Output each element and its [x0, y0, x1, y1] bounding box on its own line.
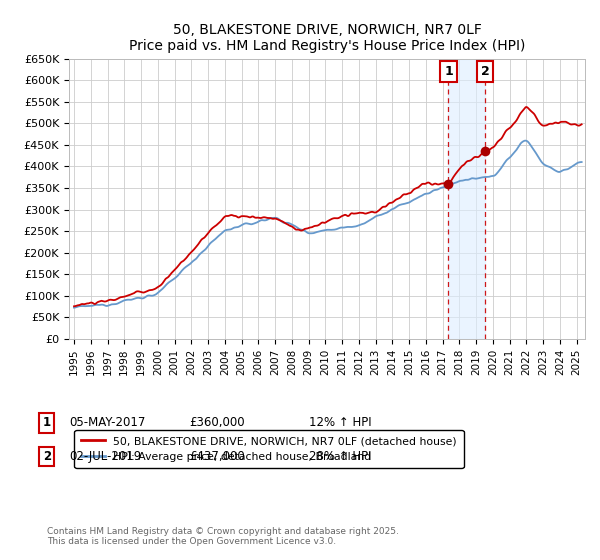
Text: 05-MAY-2017: 05-MAY-2017: [69, 416, 145, 430]
Text: 12% ↑ HPI: 12% ↑ HPI: [309, 416, 371, 430]
Text: 2: 2: [481, 65, 490, 78]
Legend: 50, BLAKESTONE DRIVE, NORWICH, NR7 0LF (detached house), HPI: Average price, det: 50, BLAKESTONE DRIVE, NORWICH, NR7 0LF (…: [74, 430, 464, 468]
Text: 2: 2: [43, 450, 51, 463]
Text: 1: 1: [444, 65, 453, 78]
Text: Contains HM Land Registry data © Crown copyright and database right 2025.
This d: Contains HM Land Registry data © Crown c…: [47, 526, 398, 546]
Bar: [448, 59, 485, 339]
Text: 28% ↑ HPI: 28% ↑ HPI: [309, 450, 371, 463]
Text: £437,000: £437,000: [189, 450, 245, 463]
Title: 50, BLAKESTONE DRIVE, NORWICH, NR7 0LF
Price paid vs. HM Land Registry's House P: 50, BLAKESTONE DRIVE, NORWICH, NR7 0LF P…: [129, 24, 525, 53]
Text: 1: 1: [43, 416, 51, 430]
Text: 02-JUL-2019: 02-JUL-2019: [69, 450, 141, 463]
Text: £360,000: £360,000: [189, 416, 245, 430]
